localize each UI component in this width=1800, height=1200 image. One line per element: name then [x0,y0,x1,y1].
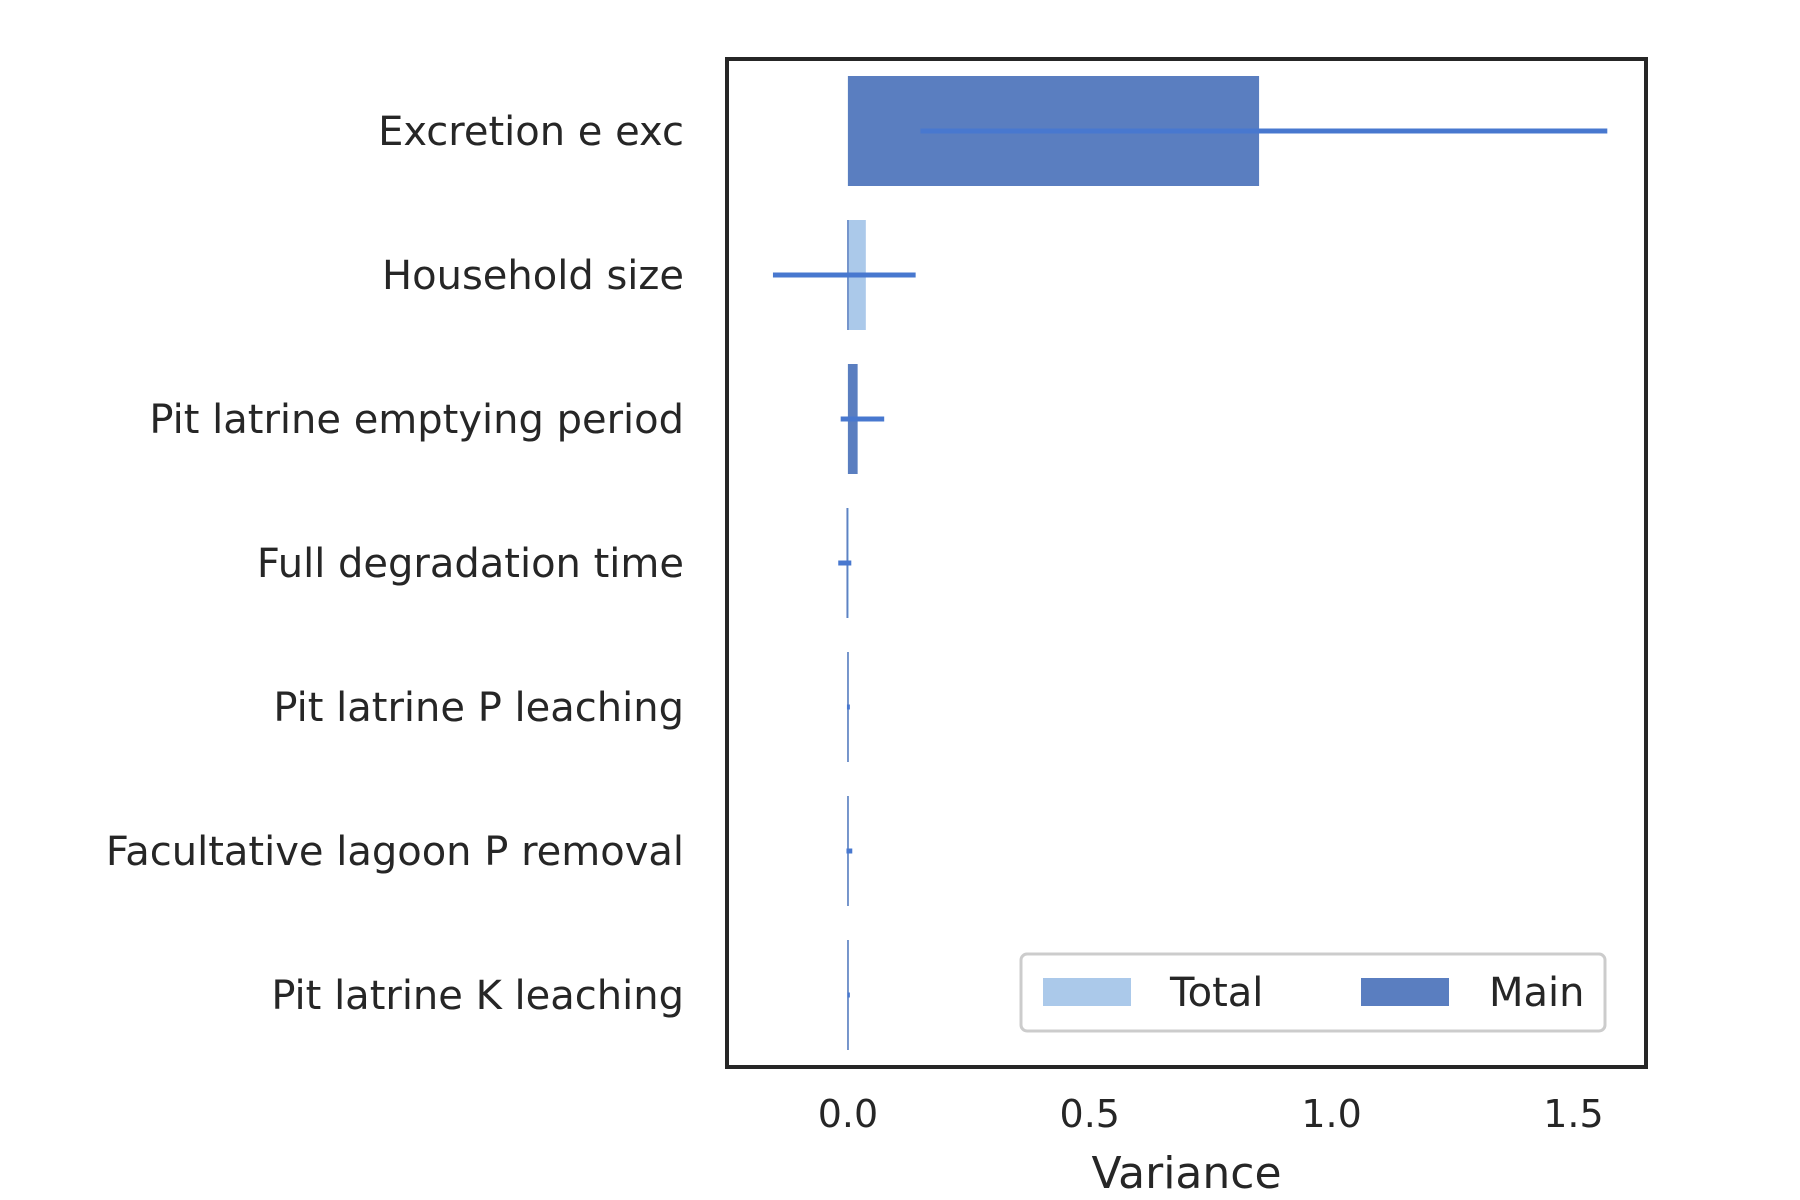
legend-swatch-main [1361,978,1449,1006]
category-labels: Excretion e exc Household size Pit latrine… [106,109,684,1019]
x-tick-label: 0.5 [1060,1092,1120,1136]
x-tick-labels: 0.0 0.5 1.0 1.5 [818,1092,1604,1136]
legend: Total Main [1019,952,1607,1033]
category-label-excretion-e-exc: Excretion e exc [378,109,684,155]
error-bars [772,128,1608,998]
category-label-facultative-lagoon-p-removal: Facultative lagoon P removal [106,829,684,875]
total-bars [847,76,1260,1050]
x-tick-label: 1.5 [1543,1092,1603,1136]
category-label-full-degradation-time: Full degradation time [257,541,684,587]
category-label-pit-latrine-k-leaching: Pit latrine K leaching [271,973,684,1019]
legend-box [1019,952,1607,1033]
x-tick-label: 1.0 [1301,1092,1361,1136]
x-axis-label: Variance [1091,1148,1281,1199]
legend-swatch-total [1043,978,1131,1006]
main-bars [846,76,1260,1050]
category-label-household-size: Household size [382,253,684,299]
x-tick-label: 0.0 [818,1092,878,1136]
plot-frame [725,57,1648,1069]
legend-label-main: Main [1489,970,1585,1016]
category-label-pit-latrine-emptying-period: Pit latrine emptying period [149,397,684,443]
category-label-pit-latrine-p-leaching: Pit latrine P leaching [273,685,684,731]
legend-label-total: Total [1169,970,1263,1016]
